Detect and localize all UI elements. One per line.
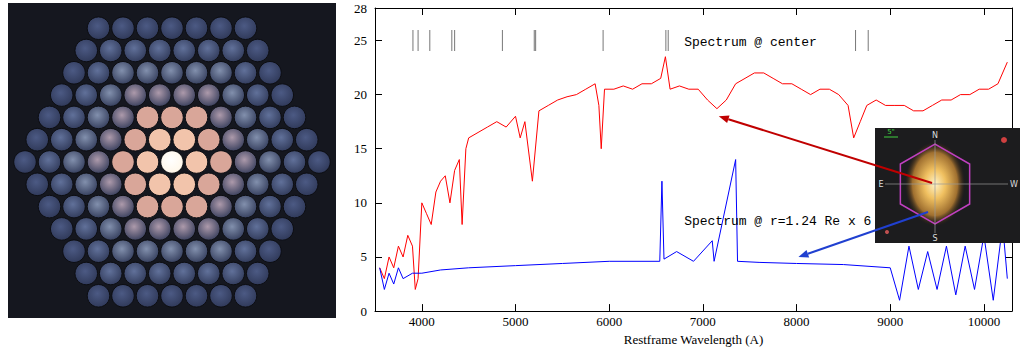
svg-text:Restframe Wavelength (A): Restframe Wavelength (A): [624, 332, 764, 347]
svg-text:6000: 6000: [596, 314, 622, 329]
svg-text:Spectrum @ center: Spectrum @ center: [684, 35, 817, 50]
svg-text:25: 25: [354, 33, 367, 48]
svg-text:15: 15: [354, 141, 367, 156]
svg-text:N: N: [932, 131, 938, 140]
svg-text:28: 28: [354, 1, 367, 16]
svg-text:E: E: [878, 180, 883, 189]
svg-text:Spectrum @ r=1.24 Re x 6: Spectrum @ r=1.24 Re x 6: [684, 214, 871, 229]
svg-text:7000: 7000: [690, 314, 716, 329]
svg-text:10: 10: [354, 195, 367, 210]
svg-text:4000: 4000: [409, 314, 435, 329]
svg-text:5000: 5000: [503, 314, 529, 329]
svg-text:20: 20: [354, 87, 367, 102]
svg-text:5": 5": [887, 128, 895, 136]
svg-text:8000: 8000: [784, 314, 810, 329]
svg-text:5: 5: [361, 249, 368, 264]
svg-text:0: 0: [361, 304, 368, 319]
svg-text:9000: 9000: [877, 314, 903, 329]
svg-text:10000: 10000: [968, 314, 1001, 329]
svg-text:S: S: [932, 234, 937, 243]
svg-text:W: W: [1010, 180, 1018, 189]
